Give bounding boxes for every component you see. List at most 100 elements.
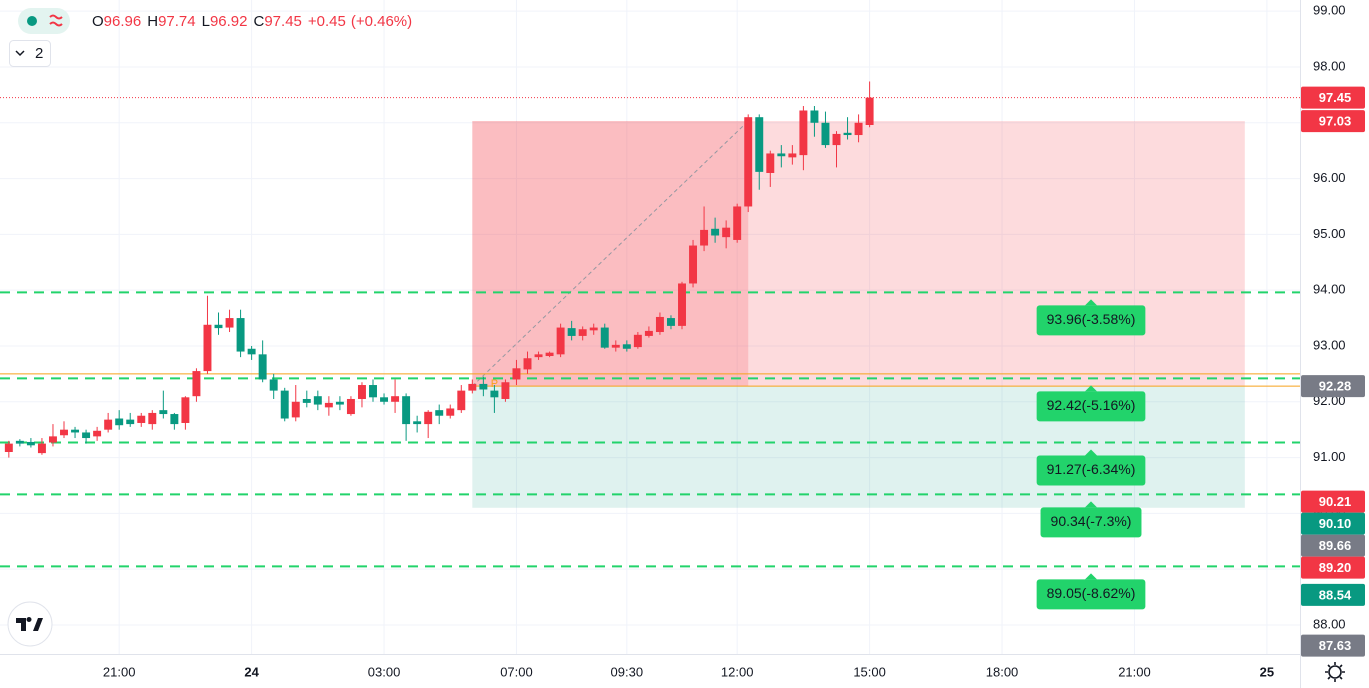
- candle-body: [711, 228, 720, 236]
- candle-body: [578, 329, 587, 336]
- target-label: 90.34(-7.3%): [1040, 501, 1142, 538]
- candle-body: [655, 316, 664, 333]
- candle-body: [357, 385, 366, 399]
- candle-body: [589, 327, 598, 331]
- candle-body: [313, 396, 322, 405]
- candle-body: [137, 415, 146, 423]
- price-tag: [1301, 110, 1365, 133]
- candle-body: [269, 379, 278, 391]
- x-tick-label: 12:00: [721, 664, 754, 679]
- candle-body: [678, 283, 686, 326]
- logo-badge[interactable]: [7, 601, 53, 647]
- candle-body: [534, 354, 543, 358]
- x-tick-label: 03:00: [368, 664, 401, 679]
- x-tick-label: 07:00: [500, 664, 533, 679]
- ohlc-header: O96.96 H97.74 L96.92 C97.45 +0.45 (+0.46%): [92, 13, 412, 30]
- chevron-icon: [15, 50, 25, 57]
- target-label: 89.05(-8.62%): [1036, 573, 1146, 610]
- y-tick-label: 88.00: [1313, 616, 1346, 631]
- x-tick-label: 24: [244, 664, 259, 679]
- candle-body: [126, 419, 135, 425]
- candle-body: [490, 390, 499, 398]
- candle-body: [170, 414, 179, 425]
- lines-layer: [0, 97, 1300, 568]
- candle-body: [556, 327, 565, 355]
- candle-body: [666, 318, 675, 326]
- settings-button[interactable]: [1325, 662, 1345, 682]
- y-tick-label: 99.00: [1313, 3, 1346, 18]
- ohlc-label: O: [92, 13, 104, 30]
- x-tick-label: 15:00: [853, 664, 886, 679]
- candle-body: [788, 153, 797, 158]
- price-tag-label: 92.28: [1319, 379, 1352, 394]
- gear-teeth: [1325, 662, 1345, 682]
- candle-body: [236, 318, 245, 352]
- x-tick-label: 21:00: [1118, 664, 1151, 679]
- price-tag: [1301, 375, 1365, 398]
- candle-body: [324, 402, 333, 408]
- candle-body: [26, 441, 35, 446]
- price-tag-label: 97.45: [1319, 90, 1352, 105]
- candle-body: [843, 132, 852, 136]
- candle-body: [71, 429, 80, 433]
- candle-body: [810, 110, 819, 123]
- candle-body: [523, 358, 532, 370]
- y-tick-label: 98.00: [1313, 58, 1346, 73]
- candle-body: [48, 436, 57, 443]
- candle-body: [777, 153, 786, 157]
- status-pill[interactable]: [18, 8, 70, 34]
- target-label-text: 93.96(-3.58%): [1047, 311, 1136, 327]
- candle-body: [335, 401, 344, 405]
- candle-body: [545, 352, 554, 357]
- candle-body: [291, 401, 300, 418]
- trade-path: [471, 120, 749, 387]
- price-tag-label: 89.20: [1319, 560, 1352, 575]
- x-tick-label: 18:00: [986, 664, 1019, 679]
- candle-body: [832, 133, 841, 146]
- candle-body: [644, 330, 653, 336]
- candle-body: [60, 429, 68, 436]
- candle-body: [865, 97, 874, 125]
- target-label-box: [1036, 455, 1146, 486]
- status-dot: [27, 16, 37, 26]
- target-label-pointer: [1085, 385, 1097, 392]
- candle-body: [402, 396, 411, 425]
- price-tag: [1301, 583, 1365, 606]
- price-tag-label: 97.03: [1319, 114, 1352, 129]
- target-label-box: [1036, 391, 1146, 422]
- candle-body: [512, 368, 521, 380]
- candle-body: [457, 390, 466, 411]
- target-label-pointer: [1085, 573, 1097, 580]
- axis-layer: 88.0089.0090.0091.0092.0093.0094.0095.00…: [103, 3, 1365, 679]
- candle-body: [302, 398, 311, 403]
- price-tag-label: 88.54: [1319, 587, 1352, 602]
- candle-body: [380, 397, 389, 402]
- price-tag: [1301, 86, 1365, 109]
- change-pct: (+0.46%): [351, 13, 412, 30]
- candle-body: [15, 440, 24, 444]
- candle-body: [424, 411, 433, 425]
- candle-body: [159, 410, 168, 415]
- candle-body: [700, 229, 709, 246]
- collapse-button[interactable]: [9, 40, 51, 67]
- logo: [16, 616, 43, 631]
- target-label-box: [1040, 507, 1142, 538]
- indicator-count: 2: [35, 45, 43, 62]
- price-tag: [1301, 512, 1365, 535]
- target-label-pointer: [1085, 501, 1097, 508]
- candle-body: [755, 117, 764, 172]
- target-label-text: 92.42(-5.16%): [1047, 397, 1136, 413]
- y-tick-label: 91.00: [1313, 449, 1346, 464]
- change: +0.45: [308, 13, 346, 30]
- candle-body: [733, 206, 742, 240]
- candle-body: [258, 354, 267, 380]
- candle-body: [37, 443, 46, 454]
- candle-body: [413, 421, 422, 425]
- price-tag: [1301, 534, 1365, 557]
- grid-layer: [0, 0, 1300, 654]
- candle-body: [689, 245, 698, 284]
- target-label-text: 91.27(-6.34%): [1047, 461, 1136, 477]
- candle-body: [501, 382, 510, 399]
- candle-body: [148, 412, 157, 425]
- candle-body: [744, 117, 753, 207]
